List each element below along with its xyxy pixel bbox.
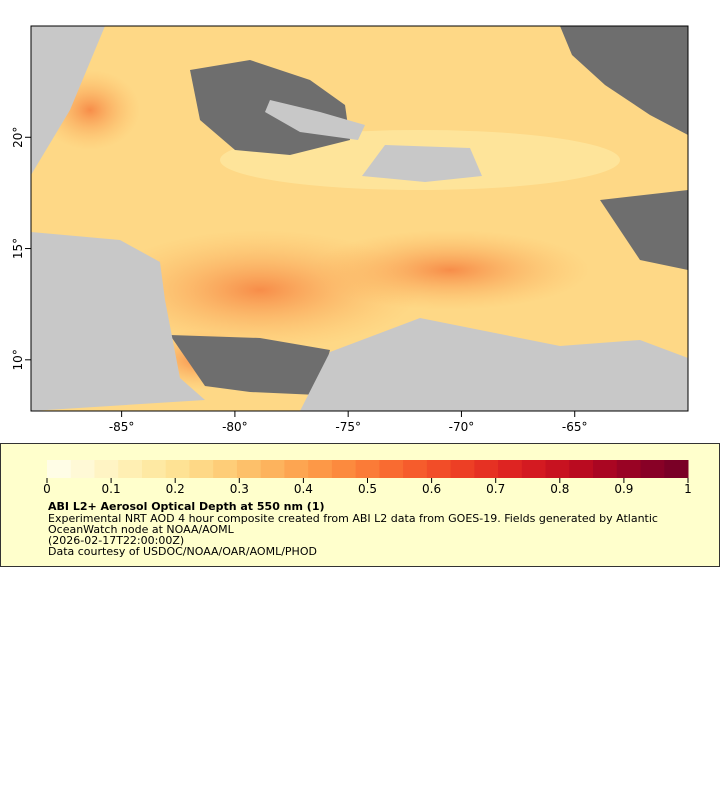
land bbox=[31, 26, 105, 175]
colorbar-tick-label: 1 bbox=[684, 482, 692, 496]
colorbar-swatch bbox=[403, 460, 428, 478]
y-tick-label: 20° bbox=[11, 127, 25, 148]
colorbar-tick-label: 0.1 bbox=[102, 482, 121, 496]
y-tick-label: 15° bbox=[11, 238, 25, 259]
colorbar-swatch bbox=[379, 460, 404, 478]
colorbar-swatch bbox=[616, 460, 642, 478]
colorbar-swatch bbox=[284, 460, 309, 478]
land bbox=[362, 145, 482, 182]
y-tick-label: 10° bbox=[11, 349, 25, 370]
colorbar-tick-label: 0.2 bbox=[166, 482, 185, 496]
no-data bbox=[560, 26, 688, 135]
no-data bbox=[600, 190, 688, 270]
land bbox=[300, 318, 688, 411]
x-tick-label: -65° bbox=[562, 420, 588, 434]
colorbar-swatch bbox=[331, 460, 357, 478]
colorbar-tick-label: 0 bbox=[43, 482, 51, 496]
colorbar-swatch bbox=[545, 460, 570, 478]
colorbar-tick-label: 0.7 bbox=[486, 482, 505, 496]
colorbar-swatch bbox=[141, 460, 167, 478]
legend-line: (2026-02-17T22:00:00Z) bbox=[48, 534, 184, 547]
colorbar-swatch bbox=[213, 460, 238, 478]
colorbar-swatch bbox=[260, 460, 285, 478]
colorbar-tick-label: 0.5 bbox=[358, 482, 377, 496]
x-tick-label: -80° bbox=[222, 420, 248, 434]
colorbar-swatch bbox=[118, 460, 143, 478]
map-frame bbox=[30, 25, 689, 412]
x-tick-label: -70° bbox=[449, 420, 475, 434]
land bbox=[31, 232, 205, 411]
colorbar-swatch bbox=[355, 460, 380, 478]
colorbar-swatch bbox=[640, 460, 665, 478]
colorbar-swatch bbox=[593, 460, 618, 478]
colorbar-swatch bbox=[165, 460, 190, 478]
map bbox=[30, 25, 689, 412]
legend-title: ABI L2+ Aerosol Optical Depth at 550 nm … bbox=[48, 500, 325, 513]
colorbar-tick-label: 0.9 bbox=[614, 482, 633, 496]
no-data bbox=[170, 335, 330, 395]
colorbar-tick-label: 0.3 bbox=[230, 482, 249, 496]
colorbar-tick-label: 0.8 bbox=[550, 482, 569, 496]
colorbar-swatch bbox=[569, 460, 594, 478]
colorbar-swatch bbox=[236, 460, 262, 478]
colorbar-tick-label: 0.6 bbox=[422, 482, 441, 496]
legend-line: OceanWatch node at NOAA/AOML bbox=[48, 523, 235, 536]
legend-line: Experimental NRT AOD 4 hour composite cr… bbox=[48, 512, 658, 525]
legend-line: Data courtesy of USDOC/NOAA/OAR/AOML/PHO… bbox=[48, 545, 317, 558]
colorbar-swatch bbox=[426, 460, 452, 478]
colorbar-swatch bbox=[474, 460, 499, 478]
x-tick-label: -85° bbox=[109, 420, 135, 434]
colorbar-swatch bbox=[189, 460, 214, 478]
colorbar-swatch bbox=[450, 460, 475, 478]
colorbar-swatch bbox=[308, 460, 333, 478]
colorbar-swatch bbox=[521, 460, 547, 478]
colorbar-swatch bbox=[94, 460, 119, 478]
colorbar-tick-label: 0.4 bbox=[294, 482, 313, 496]
colorbar-swatch bbox=[498, 460, 523, 478]
land bbox=[265, 100, 365, 140]
colorbar-swatch bbox=[664, 460, 689, 478]
colorbar-swatch bbox=[70, 460, 95, 478]
colorbar-swatch bbox=[47, 460, 72, 478]
aod-area bbox=[310, 230, 590, 310]
x-tick-label: -75° bbox=[335, 420, 361, 434]
